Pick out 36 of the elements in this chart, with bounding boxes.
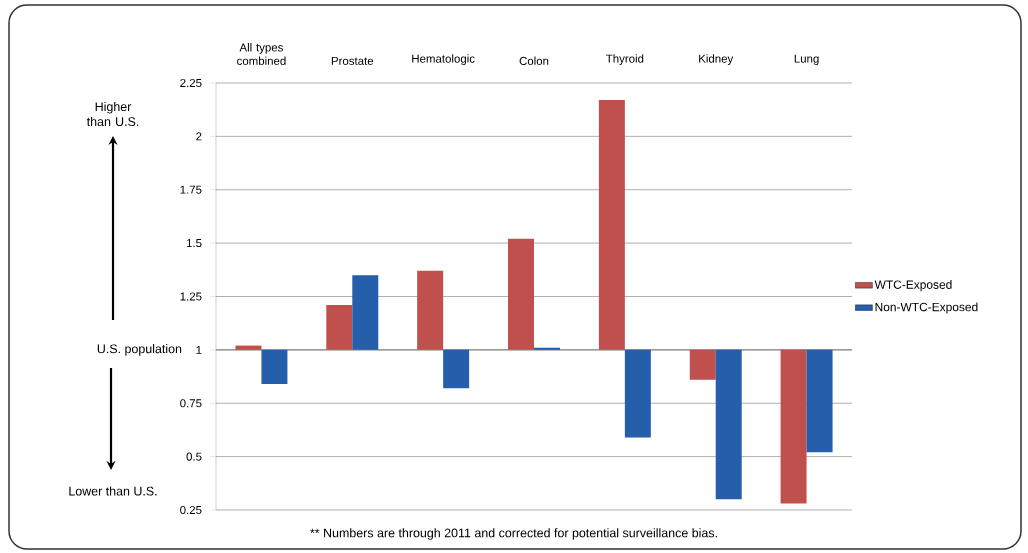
x-tick-label: Hematologic xyxy=(412,54,475,65)
x-tick-label: Thyroid xyxy=(606,54,644,65)
bar xyxy=(508,238,535,350)
y-tick-label: 0.75 xyxy=(180,399,202,408)
text: ** Numbers are through 2011 and corrected for potential surveillance bias. xyxy=(310,528,717,540)
bar xyxy=(261,349,288,385)
bar xyxy=(624,349,651,438)
bar xyxy=(235,345,262,350)
x-tick-label: Kidney xyxy=(699,54,734,65)
y-tick-label: 2.25 xyxy=(180,78,202,88)
bar xyxy=(534,347,560,350)
ref-line-label: U.S. population xyxy=(97,344,182,356)
text: Higher than U.S. xyxy=(86,101,139,127)
x-tick-label: Prostate xyxy=(331,56,374,65)
bar xyxy=(443,349,470,389)
bar xyxy=(715,349,742,500)
x-tick-label: All types combined xyxy=(237,43,286,65)
y-tick-label: 1.75 xyxy=(180,185,202,194)
y-tick-label: 1 xyxy=(196,345,202,354)
bar xyxy=(806,349,833,453)
bar xyxy=(780,349,807,504)
legend-label: WTC-Exposed xyxy=(874,280,952,292)
y-tick-label: 2 xyxy=(196,132,202,141)
y-tick-label: 0.5 xyxy=(186,452,202,461)
bar xyxy=(352,275,379,350)
y-tick-label: 0.25 xyxy=(180,505,202,515)
x-tick-label: Lung xyxy=(794,54,819,65)
text: Lower than U.S. xyxy=(69,486,157,496)
bar xyxy=(326,305,353,350)
bar xyxy=(417,270,444,350)
bar xyxy=(689,349,716,380)
legend-label: Non-WTC-Exposed xyxy=(875,302,978,314)
y-tick-label: 1.25 xyxy=(180,292,202,301)
x-tick-label: Colon xyxy=(519,56,549,65)
bar xyxy=(598,100,625,350)
y-tick-label: 1.5 xyxy=(186,239,202,248)
